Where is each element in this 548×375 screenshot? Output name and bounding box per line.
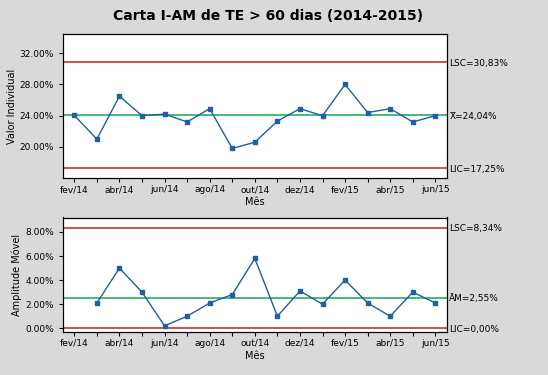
X-axis label: Mês: Mês	[245, 351, 265, 361]
Text: Carta I-AM de TE > 60 dias (2014-2015): Carta I-AM de TE > 60 dias (2014-2015)	[113, 9, 424, 23]
Y-axis label: Amplitude Móvel: Amplitude Móvel	[12, 234, 22, 316]
X-axis label: Mês: Mês	[245, 197, 265, 207]
Y-axis label: Valor Individual: Valor Individual	[7, 68, 17, 144]
